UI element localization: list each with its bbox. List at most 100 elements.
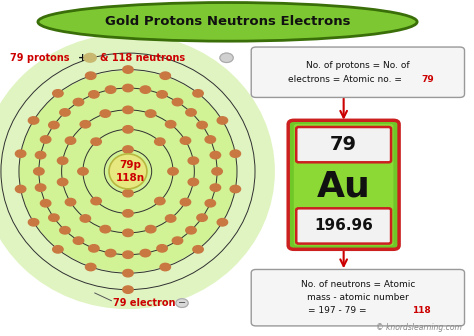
Circle shape [212,168,222,175]
Circle shape [180,198,191,206]
Text: 79: 79 [422,76,434,84]
Circle shape [210,152,220,159]
Circle shape [165,121,176,128]
Circle shape [165,215,176,222]
Circle shape [123,66,133,73]
Circle shape [210,184,220,191]
Circle shape [220,53,233,62]
Text: 79p: 79p [119,160,141,170]
Circle shape [123,251,133,258]
Circle shape [123,286,133,293]
Circle shape [89,91,99,98]
Circle shape [205,136,216,143]
Circle shape [123,126,133,133]
Text: 118: 118 [412,306,431,315]
Circle shape [146,110,156,117]
Text: electrons = Atomic no. =: electrons = Atomic no. = [288,76,404,84]
Circle shape [65,137,76,144]
Circle shape [155,138,165,145]
Circle shape [160,263,171,271]
Text: No. of protons = No. of: No. of protons = No. of [306,61,410,70]
Circle shape [85,263,96,271]
Circle shape [123,190,133,197]
Circle shape [89,245,99,252]
Circle shape [34,168,44,175]
Ellipse shape [109,154,147,189]
Circle shape [172,98,182,106]
Circle shape [168,168,178,175]
Circle shape [123,106,133,114]
Circle shape [15,150,26,157]
Circle shape [146,225,156,233]
Circle shape [53,90,63,97]
Circle shape [60,109,70,116]
Text: 118n: 118n [116,173,145,183]
Circle shape [157,91,167,98]
Circle shape [40,200,51,207]
Text: mass - atomic number: mass - atomic number [307,293,409,302]
Circle shape [57,178,68,186]
FancyBboxPatch shape [296,127,391,162]
Circle shape [49,121,59,129]
Text: −: − [178,298,186,308]
Circle shape [193,90,203,97]
Circle shape [84,53,96,62]
Circle shape [57,157,68,164]
Circle shape [36,184,46,191]
Circle shape [217,117,228,124]
Circle shape [78,168,88,175]
Circle shape [28,218,39,226]
Circle shape [186,226,196,234]
Circle shape [73,98,84,106]
Circle shape [85,72,96,79]
Circle shape [155,197,165,205]
Circle shape [100,110,110,117]
Circle shape [186,109,196,116]
Circle shape [123,210,133,217]
Circle shape [230,150,241,157]
Circle shape [172,237,182,244]
Circle shape [15,185,26,193]
Circle shape [160,72,171,79]
Circle shape [91,197,101,205]
Circle shape [91,138,101,145]
Ellipse shape [0,34,275,309]
Text: = 197 - 79 =: = 197 - 79 = [308,306,370,315]
Circle shape [205,200,216,207]
Text: & 118 neutrons: & 118 neutrons [100,53,185,63]
Circle shape [217,219,228,226]
Circle shape [188,157,199,164]
Text: Gold Protons Neutrons Electrons: Gold Protons Neutrons Electrons [105,15,350,28]
Circle shape [100,225,110,233]
Circle shape [36,152,46,159]
Circle shape [193,246,203,253]
Text: 79: 79 [330,135,357,154]
Circle shape [180,137,191,144]
FancyBboxPatch shape [296,208,391,244]
FancyBboxPatch shape [251,47,465,97]
FancyBboxPatch shape [294,124,393,246]
Circle shape [188,178,199,186]
Circle shape [230,185,241,193]
Circle shape [80,121,91,128]
Circle shape [105,249,116,257]
Circle shape [123,269,133,277]
Circle shape [123,229,133,237]
Circle shape [49,214,59,221]
Circle shape [176,299,188,307]
Text: Au: Au [317,169,371,204]
Circle shape [123,84,133,92]
Text: 79 protons: 79 protons [10,53,70,63]
Circle shape [65,198,76,206]
Ellipse shape [38,2,417,41]
Circle shape [105,86,116,93]
Circle shape [60,226,70,234]
Text: +: + [78,53,87,63]
Text: © knordslearning.com: © knordslearning.com [376,323,462,332]
Circle shape [40,136,51,143]
Circle shape [157,245,167,252]
Circle shape [80,215,91,222]
Circle shape [140,249,151,257]
FancyBboxPatch shape [288,120,399,249]
Circle shape [140,86,151,93]
